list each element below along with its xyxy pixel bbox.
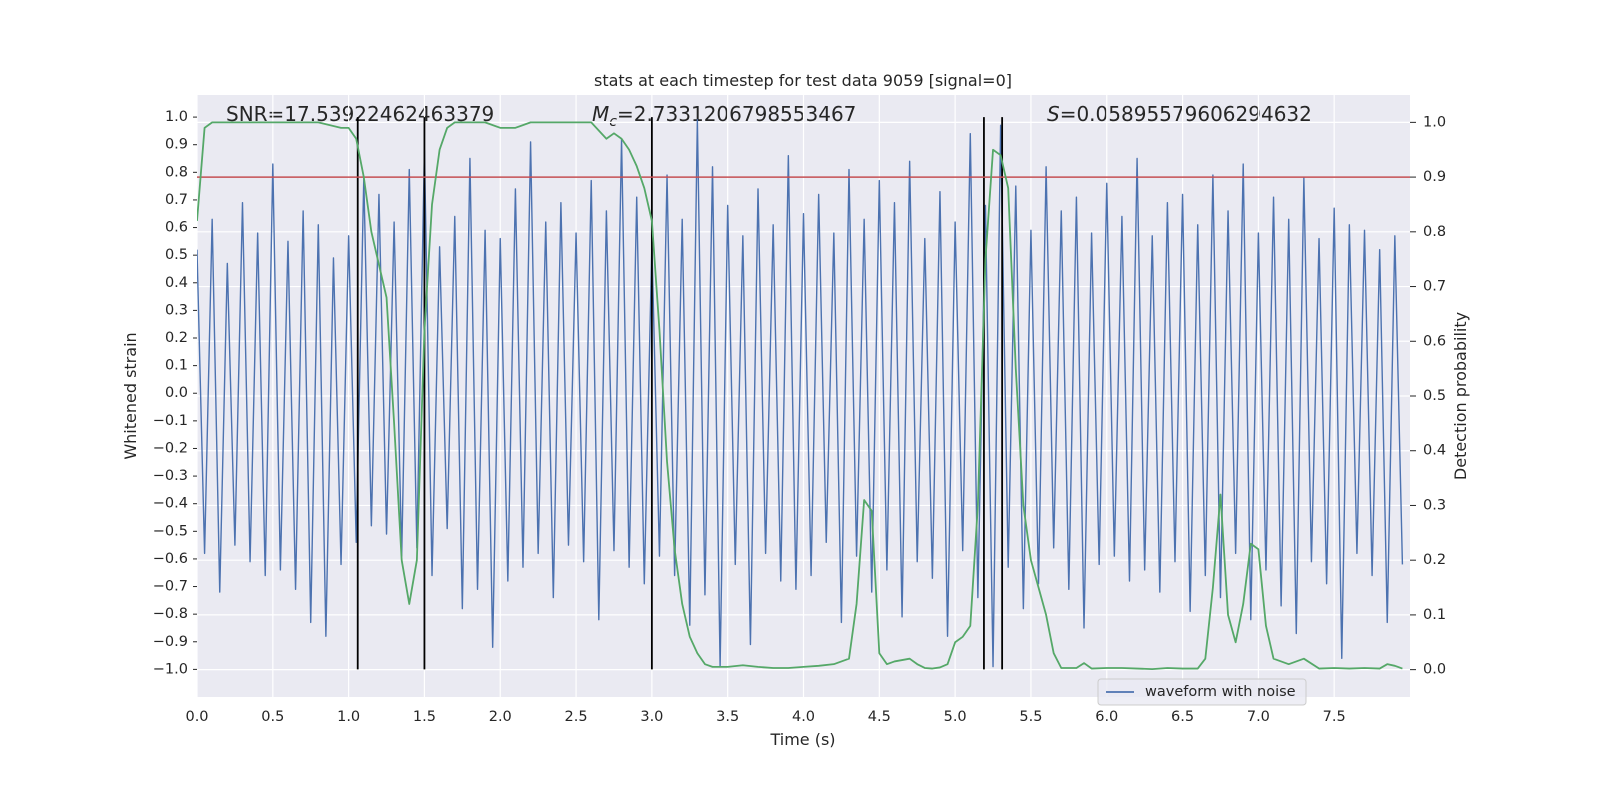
y2-tick-label: 0.2 xyxy=(1423,552,1446,568)
y-tick-label: −0.6 xyxy=(153,551,188,567)
annotation: Mc=2.7331206798553467 xyxy=(592,102,856,130)
y-tick-label: 0.5 xyxy=(165,247,188,263)
x-tick-label: 0.0 xyxy=(185,709,208,725)
y-tick-label: −0.8 xyxy=(153,606,188,622)
y2-tick-label: 0.3 xyxy=(1423,497,1446,513)
x-tick-label: 7.0 xyxy=(1247,709,1270,725)
x-tick-label: 0.5 xyxy=(261,709,284,725)
y2-tick-label: 0.6 xyxy=(1423,333,1446,349)
x-tick-label: 1.0 xyxy=(337,709,360,725)
y-tick-label: −0.5 xyxy=(153,523,188,539)
y-tick-label: 1.0 xyxy=(165,109,188,125)
x-tick-label: 2.0 xyxy=(489,709,512,725)
x-tick-label: 7.5 xyxy=(1323,709,1346,725)
chart-title: stats at each timestep for test data 905… xyxy=(594,71,1012,90)
y-tick-label: −0.3 xyxy=(153,468,188,484)
y2-tick-label: 0.1 xyxy=(1423,607,1446,623)
y-tick-label: −0.4 xyxy=(153,496,188,512)
y2-axis-label: Detection probability xyxy=(1451,312,1470,480)
x-tick-label: 6.5 xyxy=(1171,709,1194,725)
y-tick-label: 0.7 xyxy=(165,192,188,208)
waveform-line xyxy=(197,119,1404,668)
y2-tick-label: 1.0 xyxy=(1423,114,1446,130)
y-tick-label: −0.7 xyxy=(153,579,188,595)
y2-tick-label: 0.9 xyxy=(1423,169,1446,185)
x-tick-label: 3.0 xyxy=(640,709,663,725)
x-tick-label: 4.5 xyxy=(868,709,891,725)
legend: waveform with noise xyxy=(1097,678,1307,706)
y-tick-label: −1.0 xyxy=(153,661,188,677)
x-tick-label: 6.0 xyxy=(1095,709,1118,725)
y-tick-label: −0.2 xyxy=(153,440,188,456)
x-tick-label: 4.0 xyxy=(792,709,815,725)
y2-tick-label: 0.5 xyxy=(1423,388,1446,404)
y-tick-label: 0.4 xyxy=(165,275,188,291)
x-axis-label: Time (s) xyxy=(769,730,835,749)
x-tick-label: 2.5 xyxy=(565,709,588,725)
y-tick-label: −0.9 xyxy=(153,634,188,650)
y-tick-label: 0.0 xyxy=(165,385,188,401)
axes: 0.0 0.5 1.0 1.5 2.0 2.5 3.0 3.5 4.0 4.5 5.0 5.5 6.0 6… xyxy=(153,109,1446,725)
probability-line xyxy=(197,121,1403,670)
annotation-symbol: S xyxy=(1047,102,1060,126)
marks xyxy=(197,117,1410,670)
y-tick-label: 0.8 xyxy=(165,164,188,180)
x-tick-label: 5.5 xyxy=(1019,709,1042,725)
x-tick-label: 1.5 xyxy=(413,709,436,725)
y2-tick-label: 0.0 xyxy=(1423,662,1446,678)
legend-box xyxy=(1097,678,1307,706)
y-tick-label: 0.2 xyxy=(165,330,188,346)
legend-label: waveform with noise xyxy=(1145,684,1296,700)
y-tick-label: 0.3 xyxy=(165,302,188,318)
y2-tick-label: 0.8 xyxy=(1423,224,1446,240)
x-tick-label: 3.5 xyxy=(716,709,739,725)
y-axis-label: Whitened strain xyxy=(121,332,140,459)
annotation-symbol: M xyxy=(592,102,609,126)
y-tick-label: 0.9 xyxy=(165,137,188,153)
y-tick-label: 0.6 xyxy=(165,220,188,236)
y-tick-label: 0.1 xyxy=(165,358,188,374)
x-tick-label: 5.0 xyxy=(944,709,967,725)
y-tick-label: −0.1 xyxy=(153,413,188,429)
y2-tick-label: 0.7 xyxy=(1423,279,1446,295)
y2-tick-label: 0.4 xyxy=(1423,443,1446,459)
